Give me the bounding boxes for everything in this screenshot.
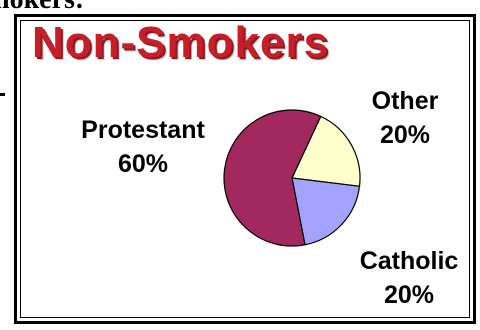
slice-value-catholic: 20% (383, 280, 435, 309)
slice-value-other: 20% (379, 120, 431, 149)
slice-value-protestant: 60% (117, 149, 169, 178)
slice-name-protestant: Protestant (81, 116, 205, 144)
slice-name-catholic: Catholic (359, 247, 459, 275)
chart-title: Non-Smokers (32, 18, 330, 67)
page-heading-fragment: nokers: (0, 0, 84, 16)
slice-label-catholic: Catholic 20% (344, 245, 474, 313)
margin-mark (0, 93, 5, 96)
slice-name-other: Other (371, 87, 439, 115)
slice-label-other: Other 20% (360, 85, 450, 153)
slice-label-protestant: Protestant 60% (62, 114, 224, 182)
